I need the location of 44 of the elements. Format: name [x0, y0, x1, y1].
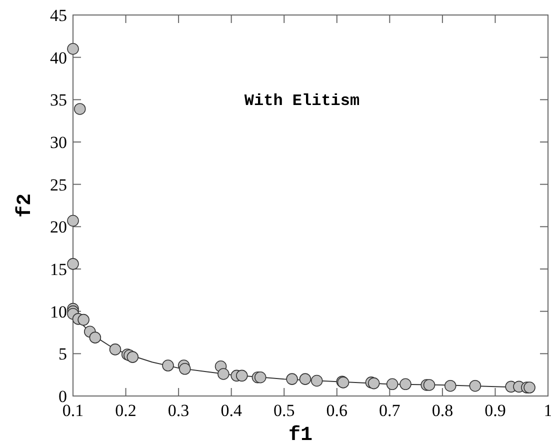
y-tick-label: 25: [50, 175, 67, 194]
y-tick-label: 20: [50, 218, 67, 237]
point: [469, 380, 482, 392]
x-tick-label: 0.2: [115, 401, 136, 420]
x-axis-title: f1: [288, 424, 313, 445]
point: [310, 374, 323, 387]
y-tick-label: 5: [58, 344, 67, 364]
point: [524, 382, 536, 394]
point: [67, 258, 79, 270]
x-tick-label: 0.3: [168, 401, 190, 420]
point: [178, 363, 191, 375]
point: [299, 373, 312, 385]
x-tick-label: 1: [544, 401, 551, 420]
y-tick-label: 35: [50, 90, 67, 110]
x-tick-label: 0.7: [379, 401, 401, 420]
x-tick-label: 0.5: [273, 401, 295, 420]
point: [109, 344, 122, 356]
point: [254, 371, 266, 384]
point: [386, 378, 398, 390]
annotation: With Elitism: [244, 92, 360, 110]
y-tick-label: 15: [50, 260, 67, 279]
point: [89, 332, 102, 344]
point: [67, 42, 79, 55]
point: [400, 378, 412, 390]
point: [162, 360, 174, 372]
point: [74, 103, 86, 115]
point: [444, 380, 456, 392]
x-tick-label: 0.4: [220, 401, 242, 420]
x-tick-label: 0.6: [326, 401, 348, 420]
point: [236, 370, 248, 382]
x-tick-label: 0.8: [432, 401, 454, 420]
point: [368, 377, 380, 390]
y-tick-label: 30: [50, 132, 67, 152]
point: [126, 351, 139, 363]
point: [423, 379, 436, 391]
point: [218, 368, 230, 380]
y-axis-title: f2: [14, 193, 37, 218]
y-tick-label: 45: [50, 6, 67, 25]
y-tick-label: 40: [50, 48, 67, 68]
point: [67, 214, 79, 227]
y-tick-label: 10: [50, 302, 67, 322]
point: [78, 314, 90, 326]
point: [286, 373, 298, 385]
x-tick-label: 0.9: [484, 401, 506, 420]
